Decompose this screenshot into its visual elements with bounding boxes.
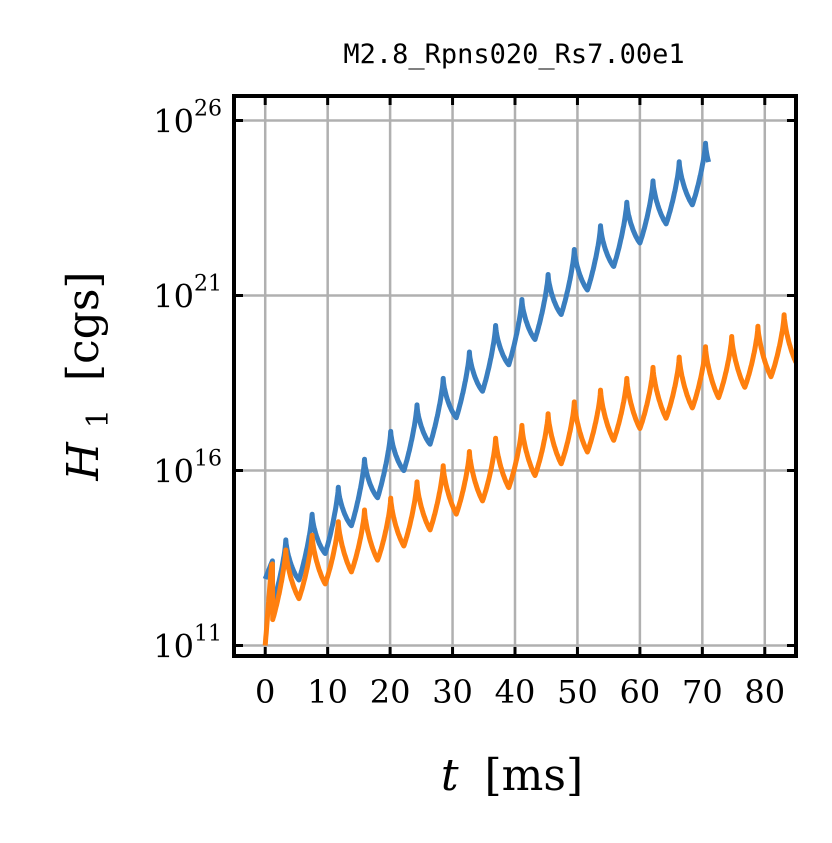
y-tick-label: 1016 bbox=[153, 447, 222, 491]
chart-title: M2.8_Rpns020_Rs7.00e1 bbox=[343, 39, 684, 70]
y-axis-unit: [cgs] bbox=[58, 271, 109, 381]
plot-frame bbox=[232, 94, 798, 658]
y-tick-base: 10 bbox=[153, 103, 194, 141]
x-tick-label: 30 bbox=[432, 673, 473, 711]
x-tick-label: 20 bbox=[370, 673, 411, 711]
y-tick-label: 1011 bbox=[153, 622, 222, 666]
y-tick-base: 10 bbox=[153, 278, 194, 316]
ticks bbox=[234, 96, 796, 656]
y-axis-symbol: H bbox=[58, 441, 109, 482]
x-tick-label: 80 bbox=[744, 673, 785, 711]
x-tick-label: 40 bbox=[495, 673, 536, 711]
x-tick-labels: 0 10 20 30 40 50 60 70 80 bbox=[255, 673, 785, 711]
x-tick-label: 50 bbox=[557, 673, 598, 711]
x-tick-label: 70 bbox=[682, 673, 723, 711]
series-line-series-1 bbox=[262, 140, 712, 616]
x-tick-label: 0 bbox=[255, 673, 275, 711]
y-tick-label: 1026 bbox=[153, 97, 222, 141]
y-tick-base: 10 bbox=[153, 628, 194, 666]
x-axis-label: t [ms] bbox=[441, 750, 583, 801]
series-line-series-2 bbox=[262, 312, 796, 646]
y-tick-exponent: 16 bbox=[194, 447, 222, 472]
grid bbox=[234, 96, 796, 656]
y-tick-exponent: 21 bbox=[194, 272, 222, 297]
series-layer bbox=[262, 140, 796, 646]
y-tick-exponent: 11 bbox=[194, 622, 222, 647]
x-tick-label: 10 bbox=[307, 673, 348, 711]
y-tick-exponent: 26 bbox=[194, 97, 222, 122]
x-tick-label: 60 bbox=[620, 673, 661, 711]
y-tick-base: 10 bbox=[153, 453, 194, 491]
y-axis-label: H 1 [cgs] bbox=[58, 271, 119, 481]
x-axis-symbol: t bbox=[441, 750, 459, 801]
y-axis-subscript: 1 bbox=[81, 409, 116, 428]
y-tick-label: 1021 bbox=[153, 272, 222, 316]
x-axis-unit: [ms] bbox=[485, 750, 584, 801]
